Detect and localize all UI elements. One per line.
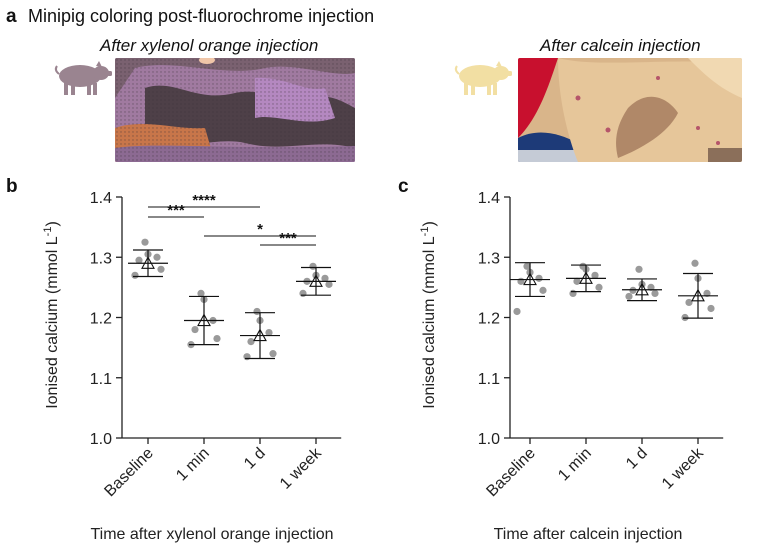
data-point (595, 283, 603, 291)
data-point (523, 262, 531, 270)
data-point (635, 265, 643, 273)
data-point (685, 298, 693, 307)
xylenol-orange-pig-photo (115, 58, 355, 162)
data-point (535, 274, 543, 282)
mean-marker (309, 274, 323, 287)
y-tick-label: 1.3 (478, 250, 500, 267)
significance-label: **** (192, 192, 216, 209)
data-point (325, 280, 333, 288)
data-point (513, 307, 521, 316)
mean-marker (253, 328, 267, 342)
data-point (299, 289, 307, 297)
mean-marker (635, 282, 649, 296)
chart-b: Ionised calcium (mmol L-1) Time after xy… (42, 190, 342, 543)
significance-label: *** (279, 230, 297, 247)
panel-c-letter: c (398, 176, 409, 197)
pig-icon (454, 61, 512, 95)
y-tick-label: 1.3 (90, 250, 112, 267)
data-point (629, 286, 637, 294)
mean-marker (579, 271, 593, 284)
calcein-pig-photo (518, 58, 742, 162)
mean-marker (141, 256, 155, 269)
data-point (703, 289, 711, 297)
data-point (321, 274, 329, 282)
x-tick-label: 1 min (555, 445, 595, 485)
data-point (539, 286, 547, 294)
data-point (691, 259, 699, 267)
x-tick-label: 1 week (277, 444, 326, 493)
data-point (243, 353, 251, 361)
panel-a-heading: Minipig coloring post-fluorochrome injec… (28, 6, 375, 26)
data-point (141, 238, 149, 246)
data-point (647, 283, 655, 291)
chart-b-xlabel: Time after xylenol orange injection (90, 526, 333, 543)
data-point (247, 338, 255, 346)
y-tick-label: 1.2 (478, 311, 500, 328)
mean-marker (523, 272, 537, 286)
left-photo-caption: After xylenol orange injection (100, 36, 319, 55)
data-point (681, 313, 689, 322)
data-point (213, 334, 221, 343)
y-tick-label: 1.0 (90, 431, 112, 448)
x-tick-label: Baseline (483, 445, 538, 500)
significance-label: *** (167, 202, 185, 219)
right-photo-caption: After calcein injection (540, 36, 701, 55)
y-tick-label: 1.0 (478, 431, 500, 448)
x-tick-label: 1 d (623, 445, 651, 473)
panel-a-letter: a (6, 6, 17, 27)
y-tick-label: 1.2 (90, 311, 112, 328)
mean-marker (691, 288, 705, 302)
data-point (269, 350, 277, 358)
data-point (197, 289, 205, 297)
chart-c-ylabel: Ionised calcium (mmol L-1) (419, 221, 438, 409)
data-point (265, 328, 273, 337)
panel-b-letter: b (6, 176, 18, 197)
data-point (191, 325, 199, 334)
data-point (569, 289, 577, 297)
data-point (135, 256, 143, 264)
data-point (153, 253, 161, 261)
chart-c: Ionised calcium (mmol L-1) Time after ca… (419, 190, 724, 543)
data-point (517, 277, 525, 285)
mean-marker (197, 313, 211, 327)
data-point (591, 271, 599, 279)
data-point (625, 292, 633, 301)
chart-b-ylabel: Ionised calcium (mmol L-1) (42, 221, 61, 409)
data-point (157, 265, 165, 273)
x-tick-label: 1 week (659, 444, 708, 493)
chart-c-xlabel: Time after calcein injection (494, 526, 683, 543)
y-tick-label: 1.4 (478, 190, 500, 207)
data-point (573, 277, 581, 285)
y-tick-label: 1.4 (90, 190, 112, 207)
data-point (131, 271, 139, 279)
significance-label: * (257, 221, 263, 238)
x-tick-label: 1 min (173, 445, 213, 485)
x-tick-label: 1 d (241, 445, 269, 473)
data-point (707, 304, 715, 313)
x-tick-label: Baseline (101, 445, 156, 500)
y-tick-label: 1.1 (90, 371, 112, 388)
data-point (651, 289, 659, 297)
pig-icon (54, 61, 112, 95)
y-tick-label: 1.1 (478, 371, 500, 388)
